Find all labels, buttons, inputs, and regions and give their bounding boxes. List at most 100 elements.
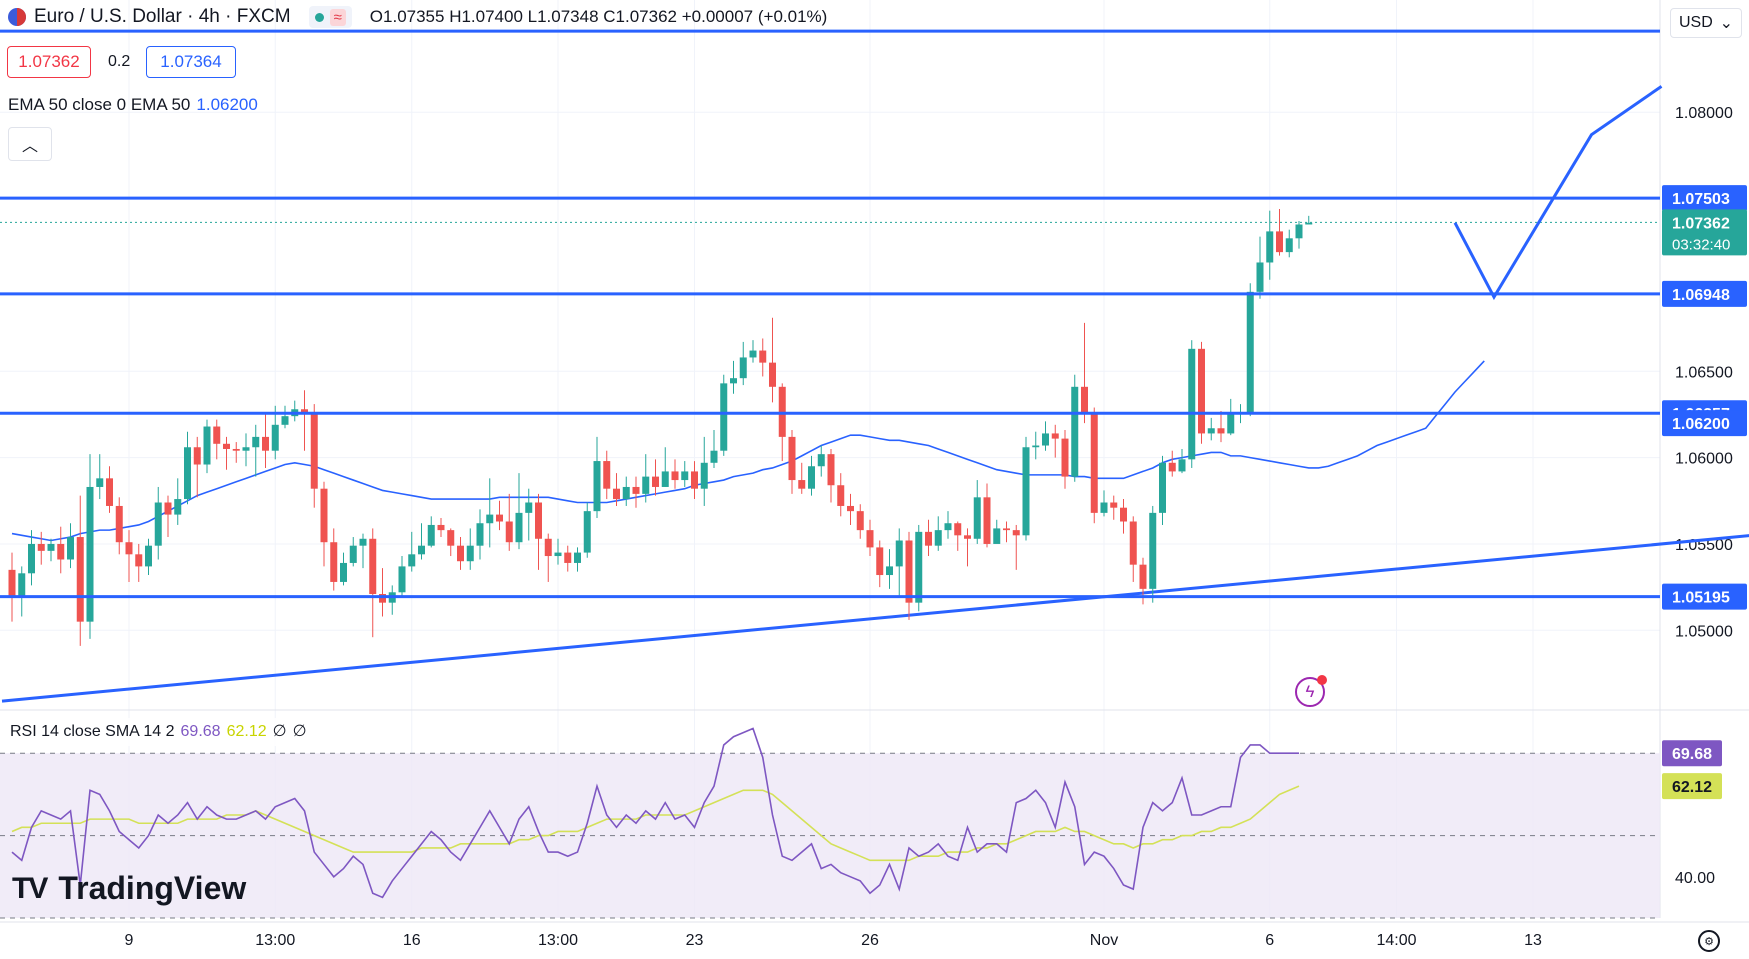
- candle: [1042, 421, 1049, 451]
- candle: [203, 419, 211, 474]
- logo-text: TradingView: [58, 870, 247, 906]
- candle: [1051, 424, 1059, 458]
- candle-body: [1295, 224, 1303, 239]
- candle: [1032, 431, 1040, 460]
- candle: [544, 533, 552, 582]
- buy-price-button[interactable]: 1.07364: [146, 46, 236, 78]
- candle-body: [983, 497, 991, 544]
- candle: [1110, 495, 1118, 520]
- candle: [876, 540, 884, 588]
- x-tick-label: 13: [1524, 932, 1542, 949]
- last-price-label: 1.07362: [1672, 215, 1730, 232]
- candle-body: [603, 461, 611, 489]
- candle: [115, 497, 123, 555]
- candle: [67, 523, 74, 569]
- candle: [1276, 208, 1283, 256]
- candle: [486, 478, 494, 548]
- candle-body: [583, 511, 591, 553]
- chart-header: Euro / U.S. Dollar · 4h · FXCM ≈ O1.0735…: [8, 6, 827, 28]
- candle: [437, 518, 445, 538]
- candle: [57, 526, 65, 574]
- candle-body: [525, 502, 533, 513]
- lightning-alert-icon[interactable]: ϟ: [1295, 675, 1327, 707]
- rsi-sma-axis-tag-bg: [1662, 773, 1722, 800]
- candle: [710, 429, 718, 468]
- candle: [613, 473, 620, 506]
- ema-legend[interactable]: EMA 50 close 0 EMA 50 1.06200: [8, 95, 258, 115]
- candle-body: [574, 552, 581, 563]
- candle-body: [769, 362, 776, 387]
- candle: [730, 360, 737, 394]
- candle: [408, 531, 416, 572]
- candle-body: [232, 448, 240, 451]
- collapse-legend-button[interactable]: ︿: [8, 127, 52, 161]
- candle-body: [1129, 521, 1137, 565]
- settings-gear-icon[interactable]: ⚙: [1698, 930, 1720, 952]
- candle-body: [57, 543, 65, 560]
- candle: [1246, 283, 1254, 417]
- trendline: [1, 534, 1749, 703]
- candle: [915, 524, 923, 612]
- candle: [1227, 398, 1235, 436]
- candle-body: [895, 540, 903, 567]
- rsi-extra-1: ∅: [272, 723, 287, 740]
- candle-body: [252, 436, 260, 448]
- candle-body: [1071, 386, 1079, 477]
- candle: [1003, 521, 1010, 543]
- candle-body: [632, 486, 640, 494]
- candle: [1285, 229, 1293, 258]
- rsi-extra-2: ∅: [292, 723, 307, 740]
- candle: [1159, 455, 1166, 525]
- candle-body: [739, 357, 747, 379]
- level-price-label: 1.06948: [1672, 287, 1730, 304]
- candle-body: [1081, 386, 1088, 415]
- candle: [1012, 524, 1020, 570]
- candle-body: [398, 566, 406, 593]
- sell-price-button[interactable]: 1.07362: [7, 46, 91, 78]
- candle-body: [242, 447, 250, 451]
- x-tick-label: 16: [403, 932, 421, 949]
- candle: [96, 454, 104, 500]
- candle-body: [223, 443, 230, 449]
- candle: [798, 462, 806, 494]
- rsi-axis-tag: 69.68: [1672, 746, 1712, 763]
- candle-body: [1285, 238, 1293, 253]
- candle: [1071, 374, 1079, 482]
- x-tick-label: 6: [1265, 932, 1274, 949]
- ema-label: EMA 50 close 0 EMA 50: [8, 95, 191, 114]
- candle: [106, 466, 113, 513]
- candle-body: [1120, 507, 1127, 522]
- eur-usd-flag-icon: [8, 8, 26, 26]
- x-tick-label: 9: [125, 932, 134, 949]
- candle: [1266, 210, 1274, 280]
- candle: [281, 405, 289, 429]
- candle-body: [1022, 447, 1030, 536]
- x-tick-label: 23: [686, 932, 704, 949]
- currency-select[interactable]: USD ⌄: [1670, 8, 1742, 38]
- market-status[interactable]: ≈: [308, 6, 352, 28]
- candle-body: [925, 531, 932, 546]
- candle: [28, 530, 35, 586]
- candle: [1178, 448, 1186, 474]
- ema-price-label: 1.06200: [1672, 416, 1730, 433]
- candle-body: [1217, 428, 1225, 434]
- candle-body: [515, 512, 523, 543]
- rsi-legend[interactable]: RSI 14 close SMA 14 2 69.68 62.12 ∅ ∅: [4, 718, 313, 746]
- candle: [720, 374, 728, 456]
- candle: [837, 473, 845, 517]
- candle-body: [1178, 459, 1186, 472]
- candle: [934, 516, 942, 551]
- projection-path: [1453, 85, 1663, 301]
- symbol-title[interactable]: Euro / U.S. Dollar · 4h · FXCM: [34, 6, 291, 27]
- candle-body: [379, 594, 386, 603]
- candle: [593, 436, 601, 519]
- candle: [18, 566, 26, 617]
- candle-body: [154, 502, 162, 546]
- candle-body: [681, 471, 689, 481]
- candle-body: [8, 569, 16, 596]
- candle-body: [457, 545, 464, 562]
- candle-body: [1149, 512, 1157, 589]
- candle: [925, 519, 932, 557]
- candle: [418, 523, 425, 560]
